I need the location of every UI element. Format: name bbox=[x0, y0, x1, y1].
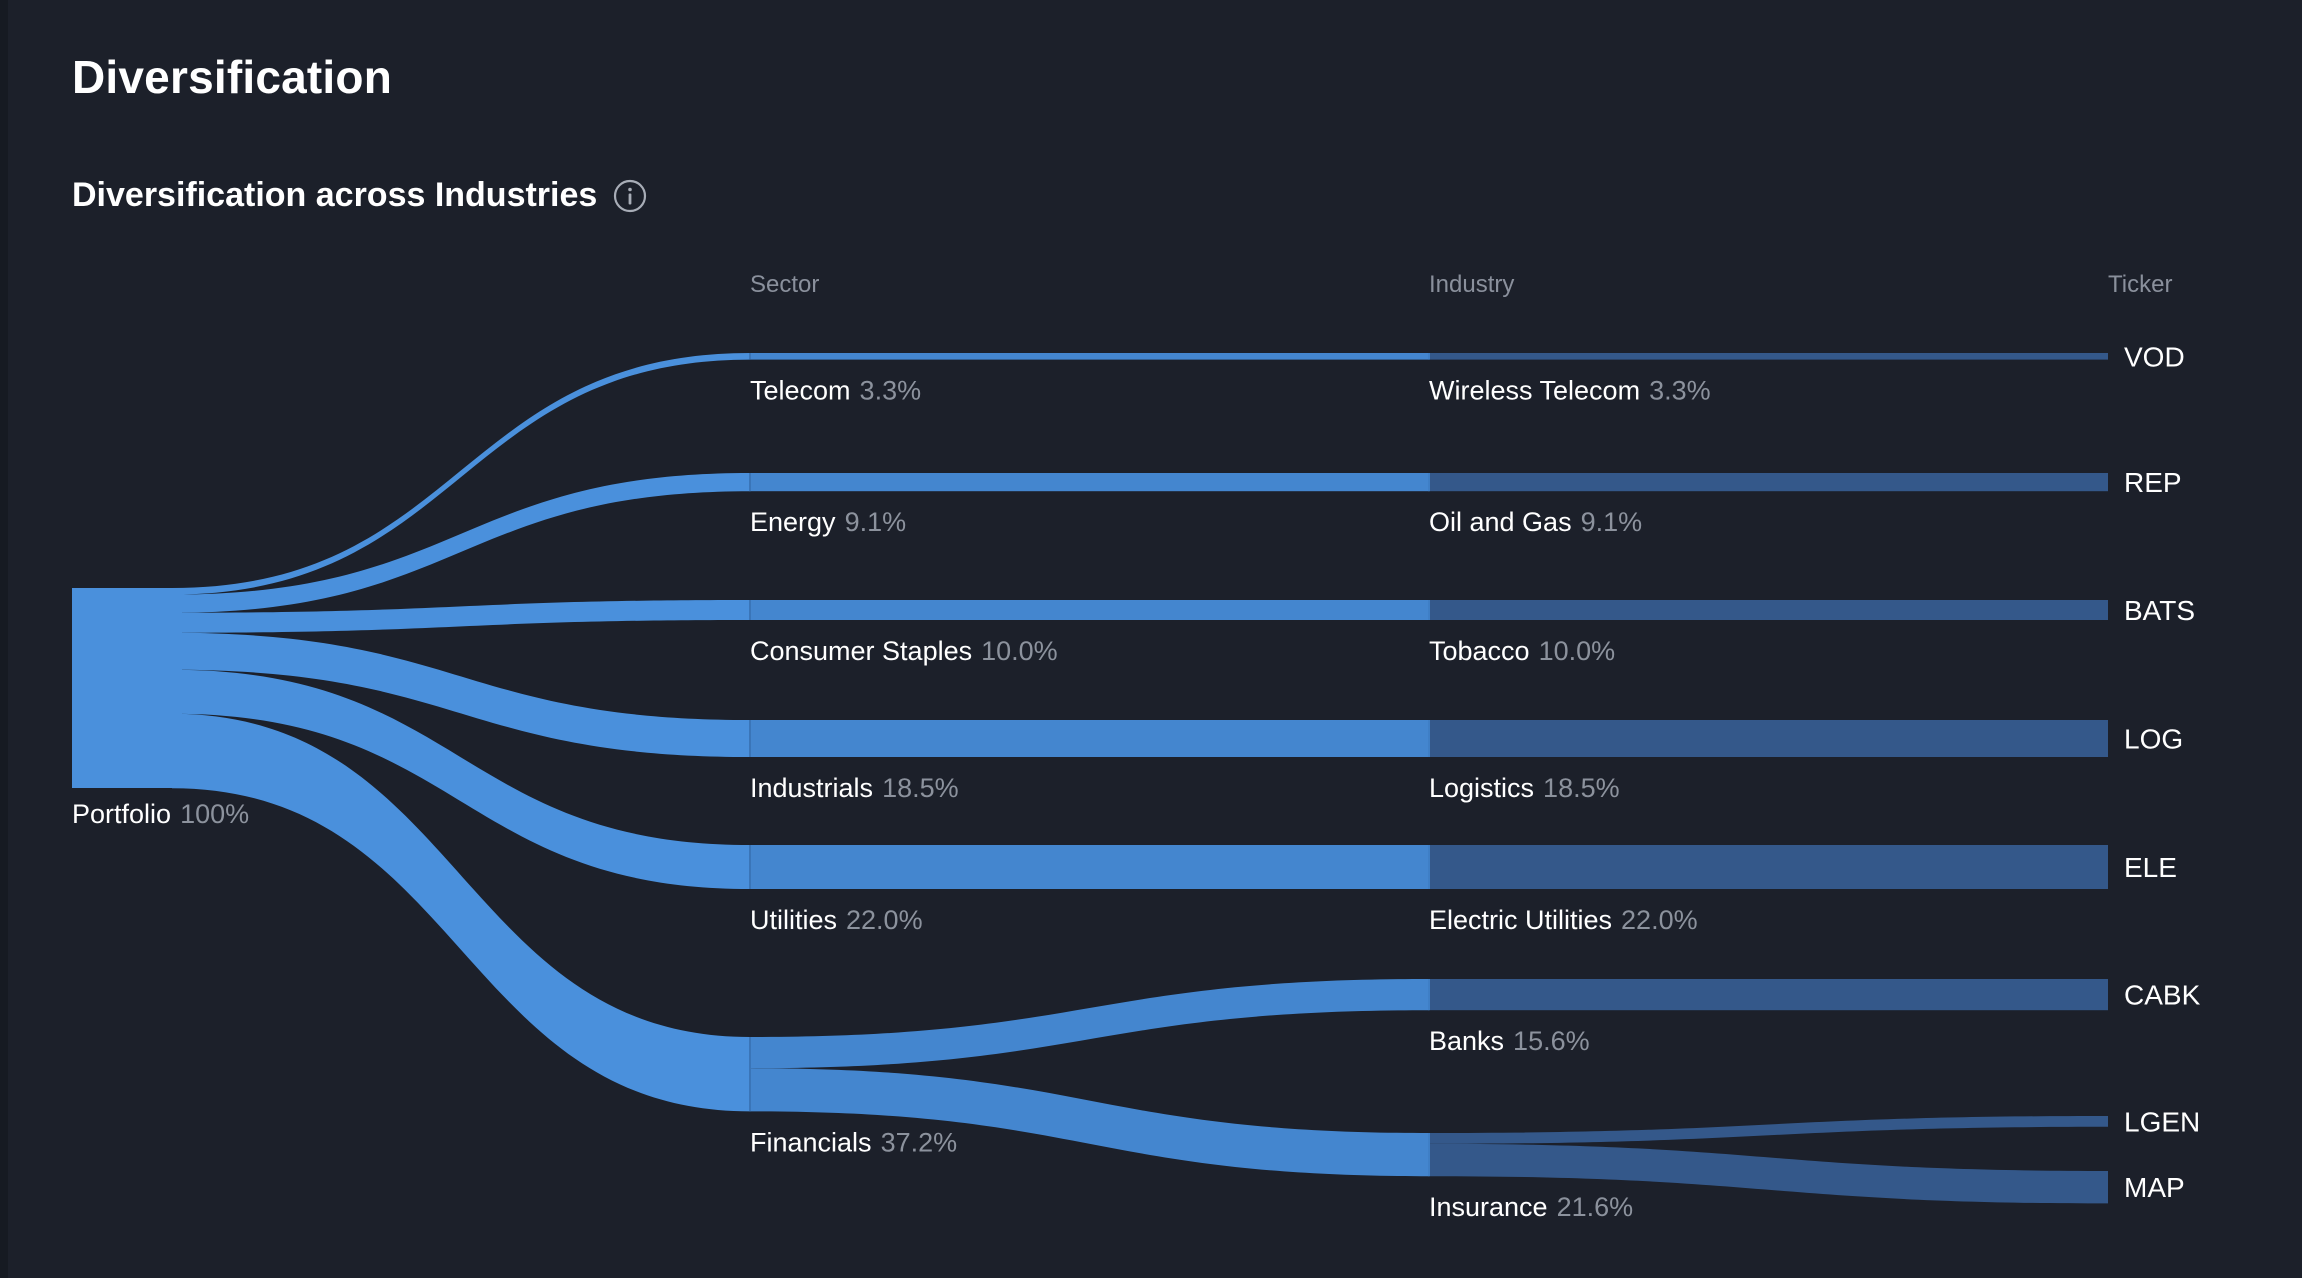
link-insurance-lgen[interactable] bbox=[1429, 1116, 2108, 1144]
column-header-ticker: Ticker bbox=[2108, 271, 2172, 298]
section-title: Diversification across Industries bbox=[72, 176, 598, 214]
column-header-industry: Industry bbox=[1429, 271, 1514, 298]
link-financials-insurance[interactable] bbox=[750, 1068, 1429, 1177]
node-sector-financials[interactable] bbox=[749, 1037, 751, 1112]
label-portfolio: Portfolio 100% bbox=[72, 799, 249, 829]
sankey-labels: Sector Industry Ticker Portfolio 100% Tele… bbox=[72, 271, 2201, 1222]
link-financials-banks[interactable] bbox=[750, 979, 1429, 1069]
label-industry-tobacco: Tobacco 10.0% bbox=[1429, 636, 1615, 666]
ticker-bats[interactable]: BATS bbox=[2124, 595, 2195, 626]
section-header: Diversification across Industries bbox=[72, 176, 647, 215]
label-sector-energy: Energy 9.1% bbox=[750, 507, 906, 537]
node-sector-industrials[interactable] bbox=[749, 720, 751, 757]
sankey-links bbox=[172, 353, 2108, 1204]
left-edge-divider bbox=[0, 0, 8, 1278]
label-industry-insurance: Insurance 21.6% bbox=[1429, 1192, 1633, 1222]
label-industry-banks: Banks 15.6% bbox=[1429, 1026, 1590, 1056]
label-sector-financials: Financials 37.2% bbox=[750, 1127, 957, 1157]
column-header-sector: Sector bbox=[750, 271, 819, 298]
ticker-rep[interactable]: REP bbox=[2124, 467, 2182, 498]
link-portfolio-telecom[interactable] bbox=[172, 353, 750, 595]
link-portfolio-utilities[interactable] bbox=[172, 669, 750, 889]
ticker-log[interactable]: LOG bbox=[2124, 724, 2183, 755]
info-circle-icon[interactable] bbox=[613, 179, 647, 213]
link-consumer-staples-tobacco[interactable] bbox=[750, 600, 1429, 620]
sankey-nodes bbox=[72, 353, 1430, 1177]
node-industry-oil-and-gas[interactable] bbox=[1428, 473, 1430, 492]
label-sector-telecom: Telecom 3.3% bbox=[750, 376, 921, 406]
link-logistics-log[interactable] bbox=[1429, 720, 2108, 757]
node-industry-wireless-telecom[interactable] bbox=[1428, 353, 1430, 360]
node-industry-electric-utilities[interactable] bbox=[1428, 845, 1430, 889]
ticker-map[interactable]: MAP bbox=[2124, 1172, 2185, 1203]
node-industry-logistics[interactable] bbox=[1428, 720, 1430, 757]
link-banks-cabk[interactable] bbox=[1429, 979, 2108, 1011]
link-telecom-wireless-telecom[interactable] bbox=[750, 353, 1429, 360]
link-energy-oil-and-gas[interactable] bbox=[750, 473, 1429, 492]
node-sector-consumer-staples[interactable] bbox=[749, 600, 751, 620]
label-industry-electric-utilities: Electric Utilities 22.0% bbox=[1429, 905, 1698, 935]
label-sector-industrials: Industrials 18.5% bbox=[750, 773, 959, 803]
node-sector-energy[interactable] bbox=[749, 473, 751, 492]
link-insurance-map[interactable] bbox=[1429, 1143, 2108, 1204]
label-sector-consumer-staples: Consumer Staples 10.0% bbox=[750, 636, 1058, 666]
node-industry-insurance[interactable] bbox=[1428, 1133, 1430, 1177]
link-wireless-telecom-vod[interactable] bbox=[1429, 353, 2108, 360]
node-sector-telecom[interactable] bbox=[749, 353, 751, 360]
node-sector-utilities[interactable] bbox=[749, 845, 751, 889]
ticker-ele[interactable]: ELE bbox=[2124, 852, 2177, 883]
link-portfolio-financials[interactable] bbox=[172, 713, 750, 1112]
link-oil-and-gas-rep[interactable] bbox=[1429, 473, 2108, 492]
link-electric-utilities-ele[interactable] bbox=[1429, 845, 2108, 889]
link-portfolio-energy[interactable] bbox=[172, 473, 750, 613]
link-portfolio-industrials[interactable] bbox=[172, 632, 750, 757]
label-industry-oil-and-gas: Oil and Gas 9.1% bbox=[1429, 507, 1642, 537]
ticker-lgen[interactable]: LGEN bbox=[2124, 1106, 2200, 1137]
label-industry-logistics: Logistics 18.5% bbox=[1429, 773, 1620, 803]
ticker-vod[interactable]: VOD bbox=[2124, 341, 2185, 372]
link-portfolio-consumer-staples[interactable] bbox=[172, 600, 750, 633]
link-tobacco-bats[interactable] bbox=[1429, 600, 2108, 620]
label-industry-wireless-telecom: Wireless Telecom 3.3% bbox=[1429, 376, 1711, 406]
link-utilities-electric-utilities[interactable] bbox=[750, 845, 1429, 889]
label-sector-utilities: Utilities 22.0% bbox=[750, 905, 923, 935]
ticker-cabk[interactable]: CABK bbox=[2124, 980, 2201, 1011]
node-industry-banks[interactable] bbox=[1428, 979, 1430, 1011]
link-industrials-logistics[interactable] bbox=[750, 720, 1429, 757]
node-industry-tobacco[interactable] bbox=[1428, 600, 1430, 620]
node-portfolio[interactable] bbox=[72, 588, 182, 788]
page-title: Diversification bbox=[72, 51, 392, 103]
